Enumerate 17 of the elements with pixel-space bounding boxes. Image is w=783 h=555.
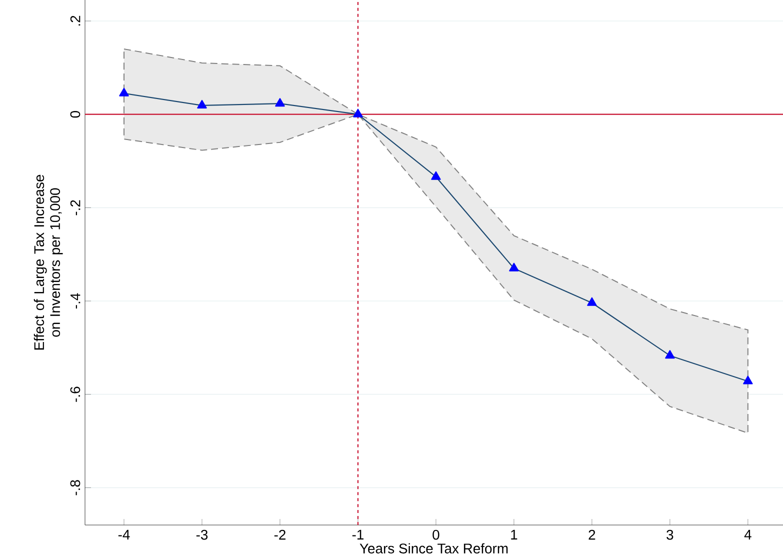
y-tick-label: .2: [70, 16, 80, 26]
x-tick-label: -2: [274, 530, 286, 540]
y-tick-label: -.2: [70, 200, 80, 216]
x-tick-label: 2: [588, 530, 596, 540]
x-tick-label: 4: [744, 530, 752, 540]
x-tick-label: -4: [118, 530, 130, 540]
x-tick-label: 1: [511, 530, 518, 540]
x-tick-label: -1: [352, 530, 364, 540]
x-axis-title: Years Since Tax Reform: [360, 543, 508, 554]
x-tick-label: -3: [196, 530, 208, 540]
x-tick-label: 3: [666, 530, 674, 540]
y-axis-title: Effect of Large Tax Increase on Inventors per 10,000: [34, 174, 63, 350]
y-tick-label: -.8: [70, 480, 80, 496]
y-tick-label: -.4: [70, 293, 80, 309]
y-tick-label: -.6: [70, 386, 80, 402]
x-tick-label: 0: [432, 530, 440, 540]
y-tick-label: 0: [70, 110, 80, 118]
